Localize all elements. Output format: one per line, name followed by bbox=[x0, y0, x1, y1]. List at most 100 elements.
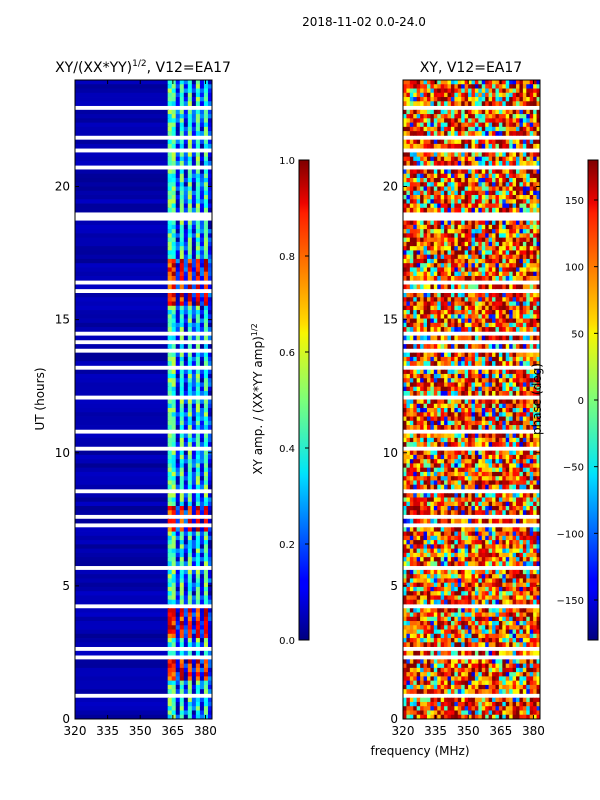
amp-cell bbox=[203, 229, 209, 234]
phase-cell bbox=[492, 80, 496, 85]
amp-cell bbox=[187, 480, 193, 486]
phase-cell bbox=[488, 386, 493, 392]
amp-cell bbox=[191, 301, 197, 307]
phase-cell bbox=[498, 139, 503, 145]
amp-cell bbox=[171, 258, 177, 264]
phase-cell bbox=[406, 373, 411, 379]
phase-cell bbox=[440, 493, 445, 498]
phase-cell bbox=[437, 352, 442, 358]
phase-cell bbox=[474, 420, 479, 426]
amp-cell bbox=[191, 297, 197, 302]
phase-cell bbox=[406, 258, 411, 264]
phase-cell bbox=[430, 199, 435, 204]
phase-cell bbox=[433, 322, 438, 328]
phase-cell bbox=[505, 369, 510, 375]
phase-cell bbox=[440, 506, 445, 511]
amp-cell bbox=[195, 701, 201, 707]
phase-cell bbox=[502, 207, 507, 213]
amp-cell bbox=[199, 625, 205, 630]
phase-cell bbox=[481, 169, 486, 175]
phase-cell bbox=[437, 131, 442, 136]
phase-cell bbox=[454, 437, 459, 443]
phase-cell bbox=[536, 84, 541, 89]
phase-cell bbox=[430, 182, 435, 187]
amp-cell bbox=[203, 297, 209, 302]
phase-cell bbox=[409, 361, 414, 366]
phase-cell bbox=[516, 480, 520, 486]
phase-cell bbox=[416, 480, 421, 486]
phase-cell bbox=[471, 322, 476, 328]
phase-cell bbox=[533, 173, 537, 179]
amp-cell bbox=[187, 199, 193, 204]
phase-cell bbox=[502, 412, 507, 417]
phase-cell bbox=[413, 139, 418, 145]
phase-cell bbox=[536, 433, 541, 439]
phase-cell bbox=[444, 433, 448, 439]
amp-cell bbox=[167, 501, 173, 507]
amp-cell bbox=[171, 229, 177, 234]
phase-cell bbox=[488, 416, 493, 422]
amp-cell bbox=[179, 356, 185, 362]
phase-cell bbox=[495, 412, 500, 417]
phase-cell bbox=[471, 344, 476, 349]
phase-cell bbox=[533, 275, 537, 281]
phase-cell bbox=[403, 480, 407, 486]
phase-cell bbox=[481, 322, 486, 328]
phase-cell bbox=[423, 254, 428, 260]
amp-cell bbox=[195, 710, 201, 716]
amp-cell bbox=[191, 335, 197, 341]
phase-cell bbox=[536, 114, 541, 119]
phase-cell bbox=[461, 382, 466, 388]
amp-cell bbox=[191, 403, 197, 409]
amp-cell bbox=[179, 344, 185, 349]
amp-cell bbox=[167, 574, 173, 579]
amp-cell bbox=[171, 493, 177, 498]
phase-cell bbox=[533, 310, 537, 315]
phase-cell bbox=[471, 109, 476, 115]
phase-cell bbox=[498, 284, 503, 290]
amp-cell bbox=[75, 561, 170, 567]
phase-cell bbox=[522, 190, 527, 196]
phase-cell bbox=[478, 284, 483, 290]
phase-cell bbox=[403, 122, 407, 128]
amp-cell bbox=[207, 258, 213, 264]
phase-cell bbox=[536, 80, 541, 85]
phase-cell bbox=[426, 344, 431, 349]
phase-cell bbox=[498, 182, 503, 187]
amp-cell bbox=[187, 714, 193, 720]
amp-cell bbox=[167, 263, 173, 268]
phase-cell bbox=[413, 301, 418, 307]
phase-cell bbox=[526, 173, 531, 179]
phase-cell bbox=[437, 139, 442, 145]
phase-cell bbox=[440, 301, 445, 307]
phase-cell bbox=[440, 182, 445, 187]
phase-cell bbox=[485, 207, 490, 213]
phase-cell bbox=[437, 258, 442, 264]
phase-cell bbox=[420, 416, 424, 422]
amp-cell bbox=[191, 84, 197, 89]
amp-cell bbox=[75, 356, 170, 362]
phase-cell bbox=[526, 390, 531, 396]
phase-cell bbox=[536, 378, 541, 383]
amp-cell bbox=[183, 250, 189, 256]
amp-cell bbox=[179, 463, 185, 469]
phase-cell bbox=[481, 207, 486, 213]
phase-cell bbox=[495, 177, 500, 183]
amp-cell bbox=[203, 310, 209, 315]
phase-cell bbox=[420, 399, 424, 405]
phase-cell bbox=[481, 92, 486, 98]
amp-cell bbox=[167, 706, 173, 711]
phase-cell bbox=[485, 416, 490, 422]
amp-cell bbox=[203, 442, 209, 447]
phase-cell bbox=[409, 327, 414, 332]
phase-cell bbox=[454, 322, 459, 328]
phase-cell bbox=[423, 373, 428, 379]
phase-cell bbox=[533, 241, 537, 247]
amp-cell bbox=[199, 633, 205, 639]
amp-cell bbox=[179, 263, 185, 268]
amp-cell bbox=[179, 199, 185, 204]
phase-cell bbox=[461, 131, 466, 136]
amp-cell bbox=[203, 258, 209, 264]
amp-cell bbox=[175, 382, 181, 388]
amp-cell bbox=[175, 557, 181, 562]
